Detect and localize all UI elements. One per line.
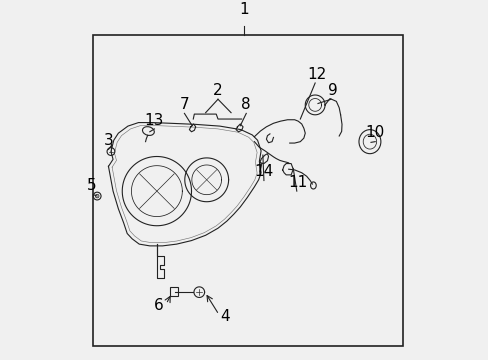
Text: 7: 7 — [179, 97, 189, 112]
Text: 12: 12 — [306, 67, 326, 82]
Text: 5: 5 — [87, 178, 97, 193]
Text: 14: 14 — [254, 164, 273, 179]
Text: 4: 4 — [219, 309, 229, 324]
Text: 2: 2 — [213, 83, 223, 98]
Text: 1: 1 — [239, 2, 249, 17]
Text: 6: 6 — [154, 298, 163, 313]
Text: 11: 11 — [288, 175, 307, 190]
FancyBboxPatch shape — [92, 35, 403, 346]
Text: 9: 9 — [327, 83, 337, 98]
Text: 13: 13 — [144, 113, 164, 127]
Bar — [170, 287, 178, 296]
Text: 3: 3 — [103, 133, 113, 148]
Text: 10: 10 — [365, 125, 384, 140]
Text: 8: 8 — [241, 97, 250, 112]
